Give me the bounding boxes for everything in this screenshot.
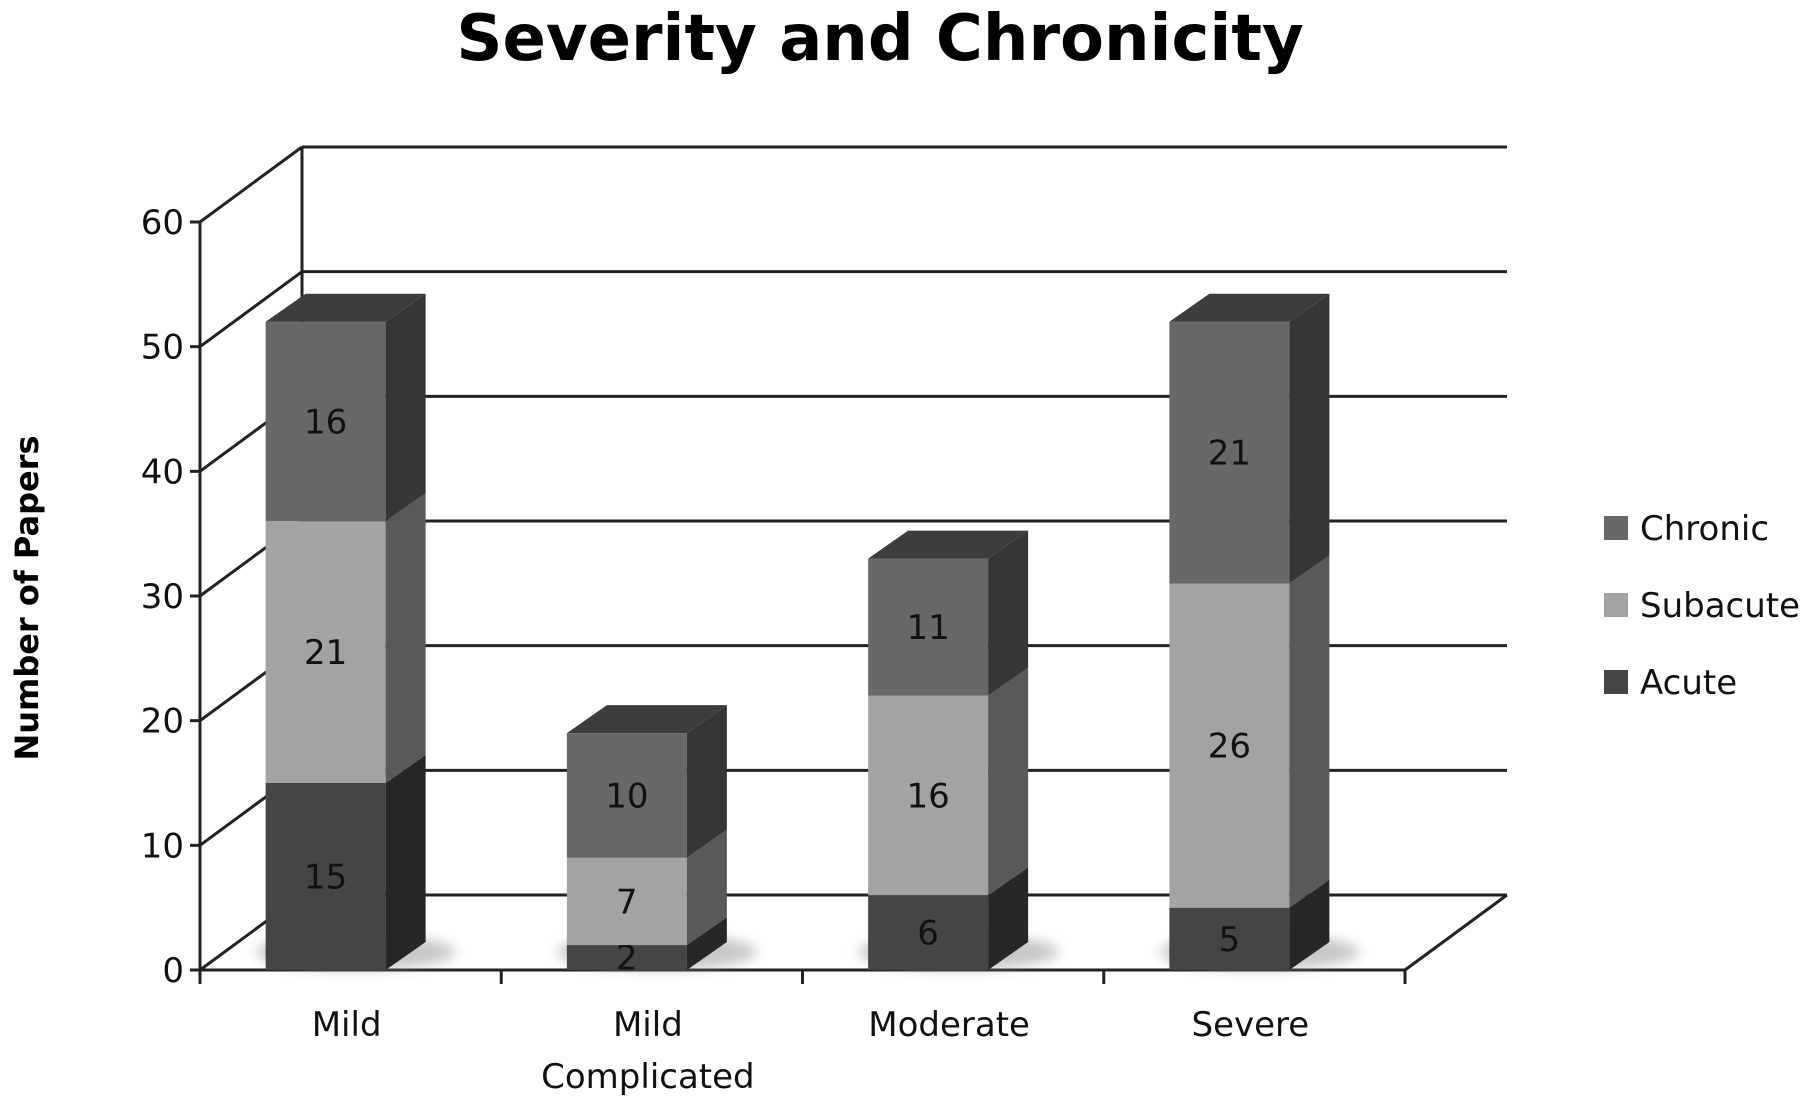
bar-value-label: 26: [1208, 727, 1251, 767]
legend: Chronic Subacute Acute: [1604, 509, 1800, 703]
bar-value-label: 16: [906, 776, 949, 816]
legend-swatch-chronic: [1604, 516, 1628, 540]
x-tick-label: Mild: [312, 1005, 382, 1045]
bar-segment-side-subacute: [385, 493, 426, 783]
bar-segment-side-chronic: [988, 530, 1029, 696]
bar-segment-side-chronic: [686, 705, 727, 858]
bar-segment-subacute: [566, 857, 687, 946]
bar-segment-side-subacute: [988, 667, 1029, 896]
x-tick-label: Complicated: [541, 1057, 755, 1097]
bar-value-label: 6: [917, 914, 939, 954]
x-tick-label: Mild: [613, 1005, 683, 1045]
bar-segment-side-chronic: [385, 293, 426, 522]
bar-segment-subacute: [265, 521, 386, 783]
bar-value-label: 21: [1208, 434, 1251, 474]
y-tick-label: 50: [141, 328, 184, 368]
chart-title: Severity and Chronicity: [456, 2, 1303, 76]
bar-segment-chronic: [868, 558, 989, 696]
gridline-diagonal: [199, 145, 303, 224]
bar-segment-acute: [566, 945, 687, 970]
y-tick-label: 20: [141, 702, 184, 742]
y-tick-label: 10: [141, 826, 184, 866]
floor-right-edge: [1404, 893, 1508, 972]
bars: 15 21 16 2 7 10 6 16 11 5 26 21: [255, 293, 1360, 979]
y-axis-label: Number of Papers: [8, 435, 46, 760]
bar-segment-side-acute: [1289, 879, 1330, 970]
bar-segment-acute: [868, 895, 989, 970]
bar-value-label: 15: [304, 858, 347, 898]
bar-segment-side-subacute: [1289, 555, 1330, 908]
x-tick-label: Moderate: [868, 1005, 1030, 1045]
y-tick-label: 60: [141, 203, 184, 243]
bar-value-label: 11: [906, 608, 949, 648]
bar-segment-subacute: [1169, 583, 1290, 908]
y-axis: 0 10 20 30 40 50 60: [141, 203, 200, 991]
bar-segment-chronic: [1169, 321, 1290, 584]
legend-label-subacute: Subacute: [1640, 586, 1800, 626]
bar-segment-acute: [265, 783, 386, 970]
bar-segment-acute: [1169, 907, 1290, 970]
legend-label-acute: Acute: [1640, 663, 1737, 703]
legend-swatch-subacute: [1604, 593, 1628, 617]
bar-segment-side-acute: [686, 917, 727, 970]
bar-segment-chronic: [265, 321, 386, 522]
legend-swatch-acute: [1604, 670, 1628, 694]
bar-top-chronic: [566, 705, 727, 734]
bar-value-label: 2: [616, 939, 638, 979]
bar-top-chronic: [265, 293, 426, 322]
bar-segment-side-chronic: [1289, 293, 1330, 584]
bar-top-chronic: [1169, 293, 1330, 322]
bar-value-label: 10: [605, 776, 648, 816]
bar-value-label: 21: [304, 633, 347, 673]
x-axis: Mild Mild Complicated Moderate Severe: [198, 970, 1407, 1097]
gridline-diagonal: [199, 270, 303, 348]
y-tick-label: 30: [141, 577, 184, 617]
bar-segment-side-acute: [385, 755, 426, 970]
bar-segment-side-subacute: [686, 829, 727, 946]
bar-value-label: 7: [616, 882, 638, 922]
y-tick-label: 0: [162, 951, 184, 991]
x-tick-label: Severe: [1192, 1005, 1310, 1045]
legend-label-chronic: Chronic: [1640, 509, 1769, 549]
bar-segment-side-acute: [988, 867, 1029, 970]
bar-top-chronic: [868, 530, 1029, 559]
bar-segment-subacute: [868, 695, 989, 896]
bar-value-label: 5: [1219, 920, 1241, 960]
bar-segment-chronic: [566, 733, 687, 858]
bar-value-label: 16: [304, 402, 347, 442]
y-tick-label: 40: [141, 452, 184, 492]
